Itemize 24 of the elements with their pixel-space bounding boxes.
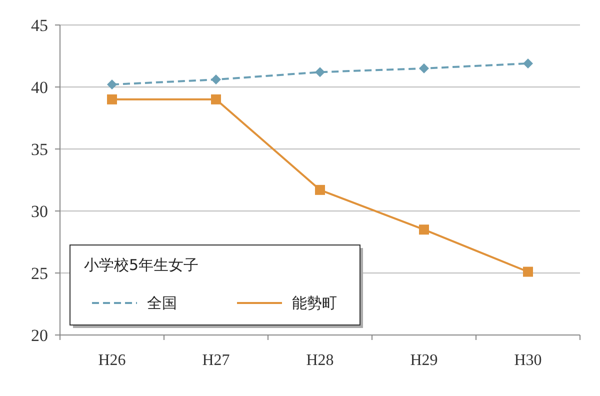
legend-title: 小学校5年生女子 xyxy=(84,256,199,274)
point xyxy=(211,94,221,104)
x-tick-label: H28 xyxy=(306,352,334,369)
point xyxy=(315,67,325,78)
point xyxy=(107,80,117,90)
x-tick-label: H29 xyxy=(410,352,438,369)
y-tick-label: 30 xyxy=(31,202,48,221)
y-tick-label: 20 xyxy=(31,326,48,345)
y-tick-label: 35 xyxy=(31,140,48,159)
legend-label: 能勢町 xyxy=(292,294,337,312)
legend-label: 全国 xyxy=(147,294,177,312)
y-tick-label: 40 xyxy=(31,78,48,97)
x-tick-label: H27 xyxy=(202,352,230,369)
point xyxy=(523,58,533,68)
x-tick-label: H26 xyxy=(98,352,126,369)
point xyxy=(315,184,325,195)
point xyxy=(419,63,429,74)
point xyxy=(419,224,429,235)
y-tick-label: 45 xyxy=(31,16,48,35)
point xyxy=(523,266,533,277)
y-tick-label: 25 xyxy=(31,264,48,283)
point xyxy=(107,94,117,104)
point xyxy=(211,74,221,85)
x-tick-label: H30 xyxy=(514,352,542,369)
